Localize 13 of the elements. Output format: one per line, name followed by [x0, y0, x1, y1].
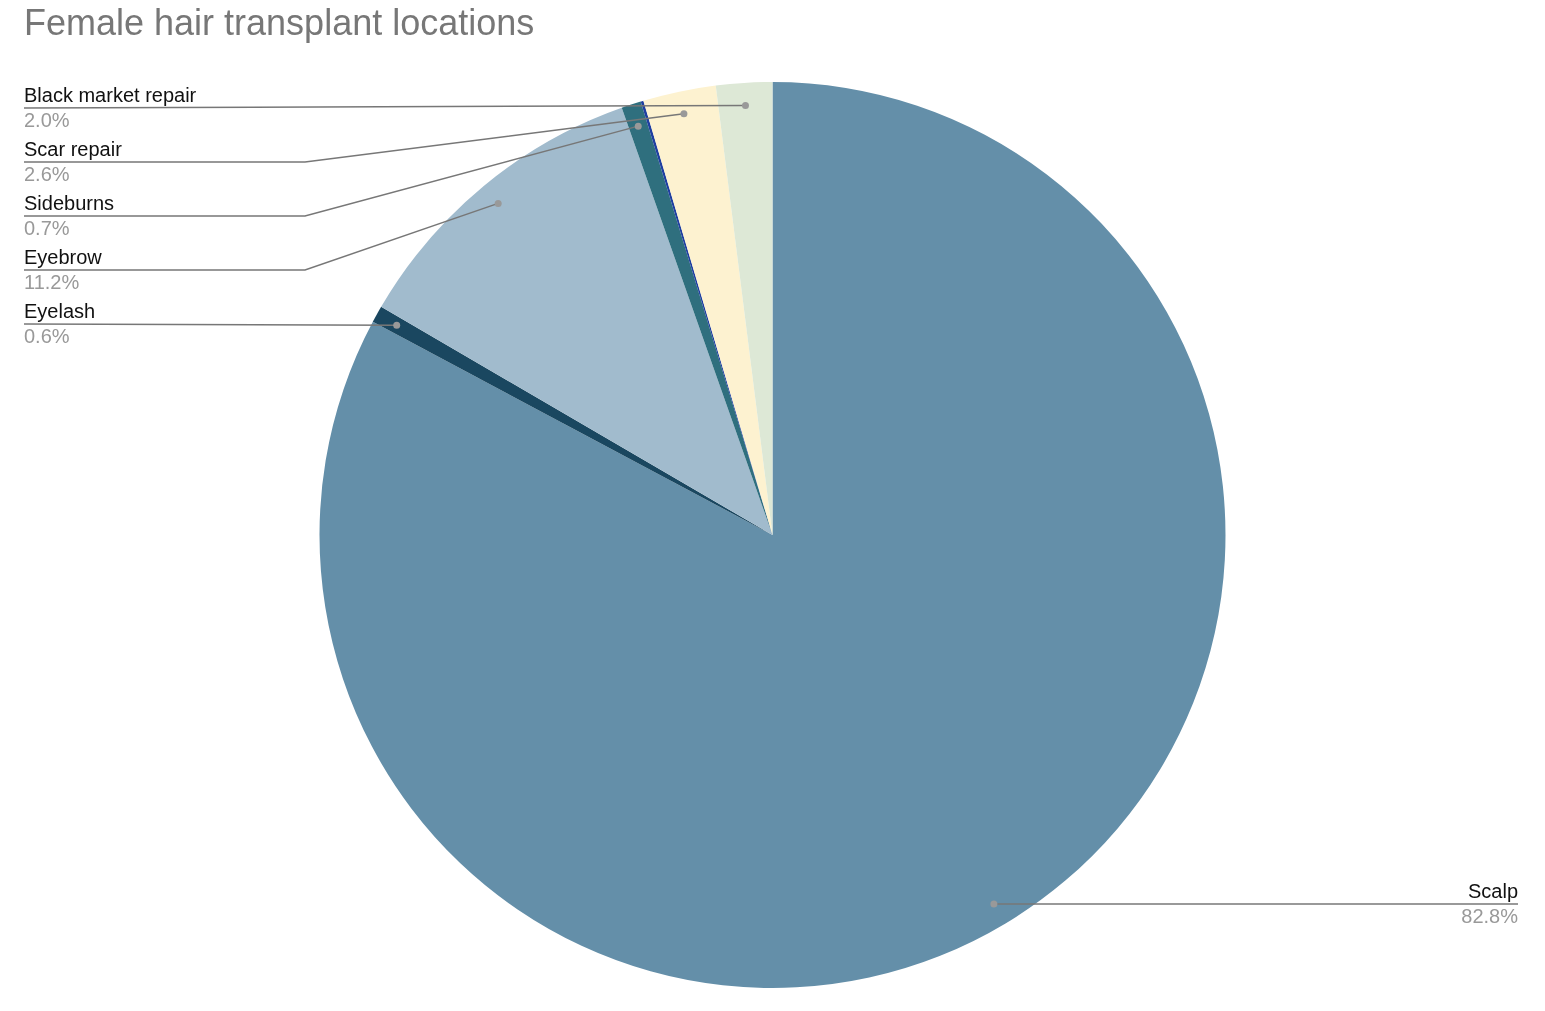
chart-title: Female hair transplant locations [24, 2, 535, 44]
slice-label: Eyebrow [24, 245, 103, 268]
slice-label: Scalp [1467, 879, 1518, 902]
data-label: 2.6% [24, 162, 70, 185]
data-label: 0.6% [24, 324, 70, 347]
data-label: 82.8% [1461, 904, 1519, 927]
data-label: 0.7% [24, 216, 70, 239]
data-label: 2.0% [24, 108, 70, 131]
slice-label: Scar repair [24, 137, 123, 160]
slice-label: Sideburns [24, 191, 115, 214]
data-label: 11.2% [24, 270, 80, 293]
slice-label: Black market repair [24, 83, 197, 106]
slice-label: Eyelash [24, 299, 96, 322]
